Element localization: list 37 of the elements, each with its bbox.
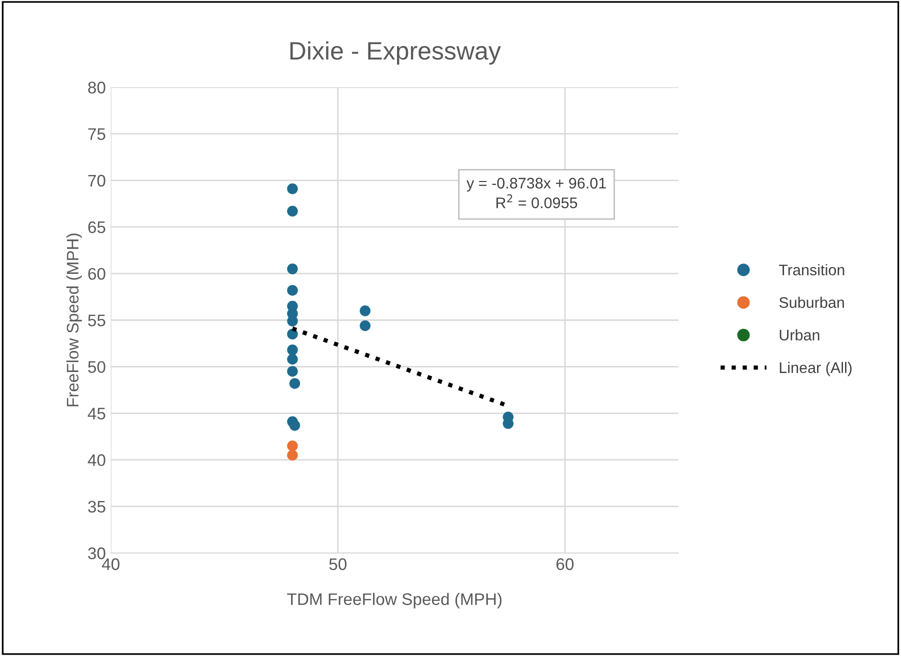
y-tick-label: 45 xyxy=(88,408,106,420)
point xyxy=(287,366,298,377)
y-tick-label: 65 xyxy=(88,221,106,234)
x-axis-title: TDM FreeFlow Speed (MPH) xyxy=(287,592,502,608)
y-axis-title: FreeFlow Speed (MPH) xyxy=(66,234,82,406)
legend-label: Transition xyxy=(778,264,844,276)
y-tick-label: 75 xyxy=(88,128,106,140)
y-tick-label: 50 xyxy=(88,361,106,373)
y-tick-label: 40 xyxy=(88,454,106,466)
point xyxy=(287,284,298,296)
x-tick-label: 60 xyxy=(556,558,574,570)
point xyxy=(287,354,298,365)
point xyxy=(287,440,298,452)
point xyxy=(287,206,298,217)
x-tick-label: 40 xyxy=(102,558,120,570)
point xyxy=(360,305,370,316)
y-tick-label: 70 xyxy=(88,174,106,187)
point xyxy=(287,264,298,274)
annotation: R$^{2}$ = 0.0955 xyxy=(496,194,578,208)
chart-title: Dixie - Expressway xyxy=(290,41,501,65)
y-tick-label: 35 xyxy=(88,500,106,513)
point xyxy=(287,316,298,326)
y-tick-label: 60 xyxy=(88,268,106,280)
annotation: y = -0.8738x + 96.01 xyxy=(466,178,606,192)
point xyxy=(360,320,370,332)
point xyxy=(287,183,298,194)
y-tick-label: 30 xyxy=(88,547,106,560)
legend-label: Suburban xyxy=(779,296,844,308)
legend-label: Urban xyxy=(780,329,820,341)
x-tick-label: 50 xyxy=(329,558,346,570)
point xyxy=(289,420,300,431)
legend-label: Linear (All) xyxy=(780,362,852,376)
point xyxy=(287,450,298,461)
point xyxy=(289,378,300,389)
y-tick-label: 55 xyxy=(88,314,106,326)
point xyxy=(287,344,298,356)
y-tick-label: 80 xyxy=(88,82,106,94)
